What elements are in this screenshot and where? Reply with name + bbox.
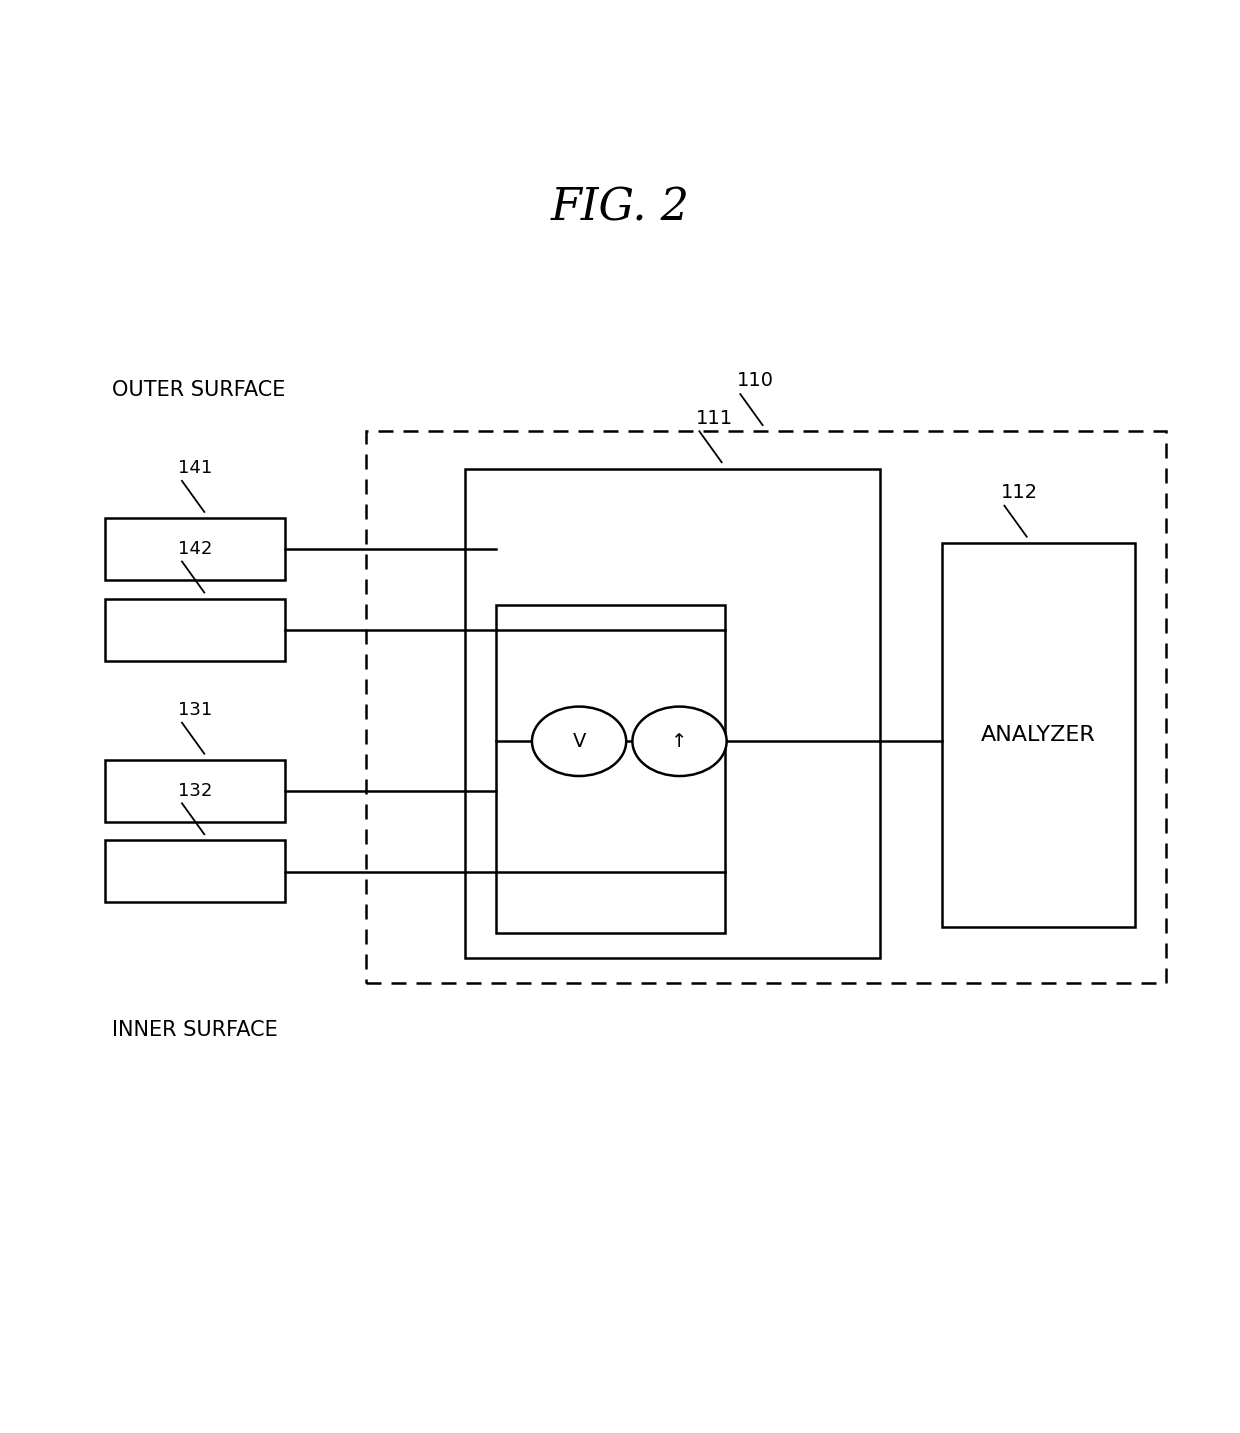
Ellipse shape <box>632 706 727 777</box>
Text: 111: 111 <box>696 408 733 427</box>
Text: 142: 142 <box>179 540 212 557</box>
Ellipse shape <box>532 706 626 777</box>
Text: INNER SURFACE: INNER SURFACE <box>112 1020 278 1040</box>
Text: FIG. 2: FIG. 2 <box>551 186 689 229</box>
Bar <box>496 605 725 933</box>
Bar <box>465 469 880 959</box>
Bar <box>105 841 285 903</box>
Text: 131: 131 <box>179 701 212 719</box>
Text: ANALYZER: ANALYZER <box>981 725 1096 745</box>
Text: 132: 132 <box>179 781 212 800</box>
Text: 110: 110 <box>737 371 774 390</box>
Bar <box>105 759 285 823</box>
Bar <box>105 519 285 580</box>
Bar <box>366 431 1166 983</box>
Text: 141: 141 <box>179 459 212 477</box>
Bar <box>942 543 1135 927</box>
Bar <box>105 599 285 661</box>
Text: 112: 112 <box>1001 483 1038 502</box>
Text: ↑: ↑ <box>671 732 688 751</box>
Text: OUTER SURFACE: OUTER SURFACE <box>112 380 285 400</box>
Text: V: V <box>573 732 585 751</box>
